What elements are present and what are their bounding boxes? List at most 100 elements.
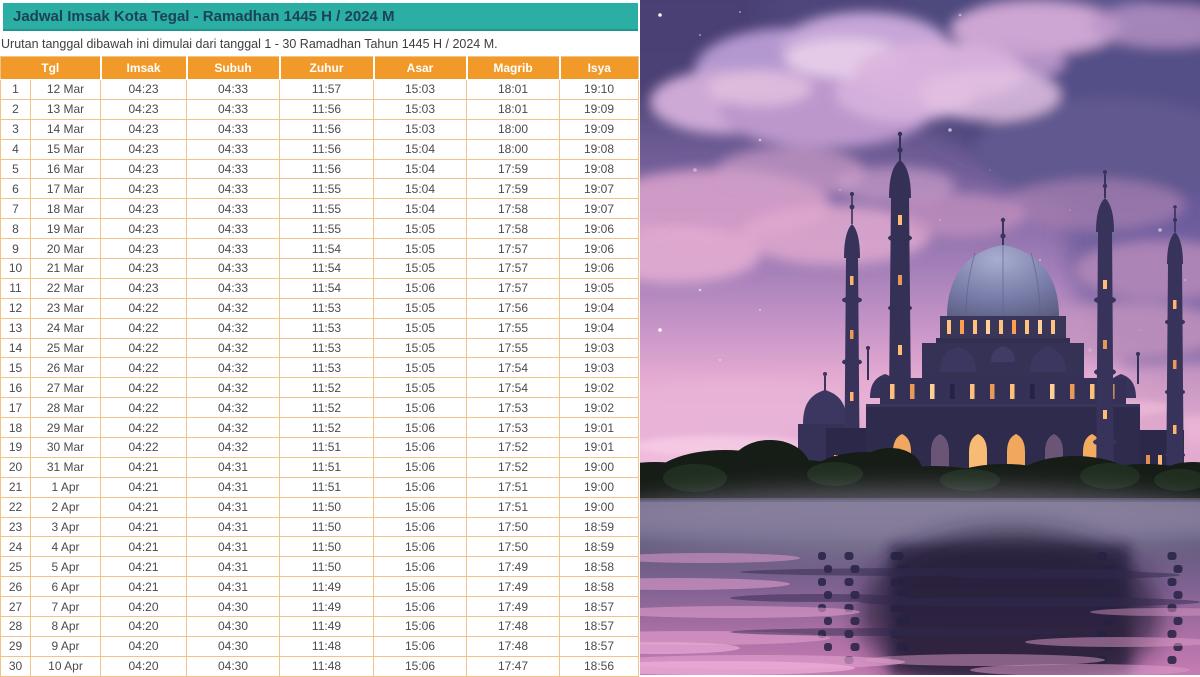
cell-imsak: 04:23 bbox=[100, 178, 187, 200]
table-row: 2 13 Mar 04:23 04:33 11:56 15:03 18:01 19:09 bbox=[0, 98, 639, 120]
table-row: 5 16 Mar 04:23 04:33 11:56 15:04 17:59 19:08 bbox=[0, 158, 639, 180]
cell-zuhur: 11:53 bbox=[279, 337, 374, 359]
table-row: 10 21 Mar 04:23 04:33 11:54 15:05 17:57 19:06 bbox=[0, 258, 639, 279]
table-row: 27 7 Apr 04:20 04:30 11:49 15:06 17:49 18:57 bbox=[0, 596, 639, 618]
cell-date: 2 Apr bbox=[30, 496, 101, 518]
cell-isya: 19:05 bbox=[559, 277, 639, 299]
cell-magrib: 17:59 bbox=[466, 178, 560, 200]
cell-date: 4 Apr bbox=[30, 536, 101, 558]
cell-magrib: 17:55 bbox=[466, 337, 560, 359]
imsak-schedule-table: Tgl Imsak Subuh Zuhur Asar Magrib Isya 1 12 Mar… bbox=[0, 56, 639, 677]
cell-subuh: 04:32 bbox=[186, 397, 280, 419]
cell-zuhur: 11:49 bbox=[279, 576, 374, 598]
cell-subuh: 04:32 bbox=[186, 337, 280, 359]
cell-imsak: 04:22 bbox=[100, 437, 187, 458]
cell-asar: 15:06 bbox=[373, 596, 467, 618]
cell-imsak: 04:23 bbox=[100, 98, 187, 120]
row-number: 24 bbox=[0, 536, 31, 558]
cell-imsak: 04:22 bbox=[100, 377, 187, 399]
cell-zuhur: 11:51 bbox=[279, 476, 374, 498]
cell-imsak: 04:21 bbox=[100, 576, 187, 598]
cell-subuh: 04:30 bbox=[186, 655, 280, 677]
schedule-table-body: 1 12 Mar 04:23 04:33 11:57 15:03 18:01 19:10 2 13… bbox=[0, 79, 639, 677]
cell-isya: 19:00 bbox=[559, 456, 639, 478]
cell-subuh: 04:30 bbox=[186, 596, 280, 618]
cell-imsak: 04:23 bbox=[100, 238, 187, 260]
table-row: 8 19 Mar 04:23 04:33 11:55 15:05 17:58 19:06 bbox=[0, 218, 639, 240]
row-number: 5 bbox=[0, 158, 31, 180]
table-row: 30 10 Apr 04:20 04:30 11:48 15:06 17:47 18:56 bbox=[0, 655, 639, 677]
cell-zuhur: 11:53 bbox=[279, 297, 374, 319]
cell-isya: 19:01 bbox=[559, 417, 639, 439]
cell-subuh: 04:33 bbox=[186, 79, 280, 100]
cell-zuhur: 11:55 bbox=[279, 178, 374, 200]
table-row: 7 18 Mar 04:23 04:33 11:55 15:04 17:58 19:07 bbox=[0, 198, 639, 220]
cell-isya: 19:10 bbox=[559, 79, 639, 100]
row-number: 10 bbox=[0, 258, 31, 279]
cell-zuhur: 11:51 bbox=[279, 437, 374, 458]
cell-asar: 15:06 bbox=[373, 397, 467, 419]
cell-date: 3 Apr bbox=[30, 516, 101, 538]
cell-asar: 15:05 bbox=[373, 377, 467, 399]
cell-magrib: 17:54 bbox=[466, 377, 560, 399]
table-row: 26 6 Apr 04:21 04:31 11:49 15:06 17:49 18:58 bbox=[0, 576, 639, 598]
row-number: 20 bbox=[0, 456, 31, 478]
cell-asar: 15:05 bbox=[373, 317, 467, 339]
cell-zuhur: 11:56 bbox=[279, 98, 374, 120]
cell-isya: 19:07 bbox=[559, 198, 639, 220]
row-number: 19 bbox=[0, 437, 31, 458]
cell-asar: 15:05 bbox=[373, 218, 467, 240]
cell-magrib: 17:52 bbox=[466, 456, 560, 478]
cell-asar: 15:06 bbox=[373, 516, 467, 538]
cell-magrib: 17:50 bbox=[466, 536, 560, 558]
cell-date: 1 Apr bbox=[30, 476, 101, 498]
cell-asar: 15:04 bbox=[373, 158, 467, 180]
cell-asar: 15:06 bbox=[373, 536, 467, 558]
cell-asar: 15:06 bbox=[373, 556, 467, 578]
cell-imsak: 04:21 bbox=[100, 496, 187, 518]
cell-imsak: 04:22 bbox=[100, 357, 187, 379]
cell-zuhur: 11:54 bbox=[279, 277, 374, 299]
cell-asar: 15:06 bbox=[373, 576, 467, 598]
cell-zuhur: 11:53 bbox=[279, 317, 374, 339]
row-number: 13 bbox=[0, 317, 31, 339]
column-header-subuh: Subuh bbox=[185, 56, 280, 80]
cell-isya: 19:03 bbox=[559, 337, 639, 359]
cell-subuh: 04:32 bbox=[186, 297, 280, 319]
cell-magrib: 17:56 bbox=[466, 297, 560, 319]
row-number: 21 bbox=[0, 476, 31, 498]
cell-asar: 15:05 bbox=[373, 238, 467, 260]
cell-magrib: 17:51 bbox=[466, 496, 560, 518]
cell-asar: 15:04 bbox=[373, 198, 467, 220]
cell-subuh: 04:32 bbox=[186, 357, 280, 379]
cell-zuhur: 11:50 bbox=[279, 556, 374, 578]
cell-magrib: 17:58 bbox=[466, 198, 560, 220]
cell-magrib: 17:58 bbox=[466, 218, 560, 240]
cell-zuhur: 11:56 bbox=[279, 118, 374, 140]
cell-magrib: 18:01 bbox=[466, 98, 560, 120]
page-title: Jadwal Imsak Kota Tegal - Ramadhan 1445 … bbox=[13, 8, 395, 25]
table-row: 22 2 Apr 04:21 04:31 11:50 15:06 17:51 19:00 bbox=[0, 496, 639, 518]
table-row: 21 1 Apr 04:21 04:31 11:51 15:06 17:51 19:00 bbox=[0, 476, 639, 498]
cell-date: 28 Mar bbox=[30, 397, 101, 419]
cell-asar: 15:06 bbox=[373, 496, 467, 518]
row-number: 25 bbox=[0, 556, 31, 578]
cell-imsak: 04:23 bbox=[100, 258, 187, 279]
cell-magrib: 17:47 bbox=[466, 655, 560, 677]
cell-imsak: 04:21 bbox=[100, 536, 187, 558]
page-title-bar: Jadwal Imsak Kota Tegal - Ramadhan 1445 … bbox=[3, 3, 638, 31]
water bbox=[640, 488, 1200, 675]
cell-imsak: 04:21 bbox=[100, 476, 187, 498]
cell-date: 22 Mar bbox=[30, 277, 101, 299]
cell-isya: 19:01 bbox=[559, 437, 639, 458]
cell-date: 12 Mar bbox=[30, 79, 101, 100]
cell-imsak: 04:20 bbox=[100, 635, 187, 657]
cell-asar: 15:03 bbox=[373, 98, 467, 120]
cell-isya: 19:08 bbox=[559, 158, 639, 180]
cell-date: 26 Mar bbox=[30, 357, 101, 379]
cell-isya: 18:58 bbox=[559, 576, 639, 598]
cell-asar: 15:05 bbox=[373, 297, 467, 319]
table-row: 16 27 Mar 04:22 04:32 11:52 15:05 17:54 19:02 bbox=[0, 377, 639, 399]
cell-imsak: 04:21 bbox=[100, 456, 187, 478]
cell-asar: 15:05 bbox=[373, 258, 467, 279]
